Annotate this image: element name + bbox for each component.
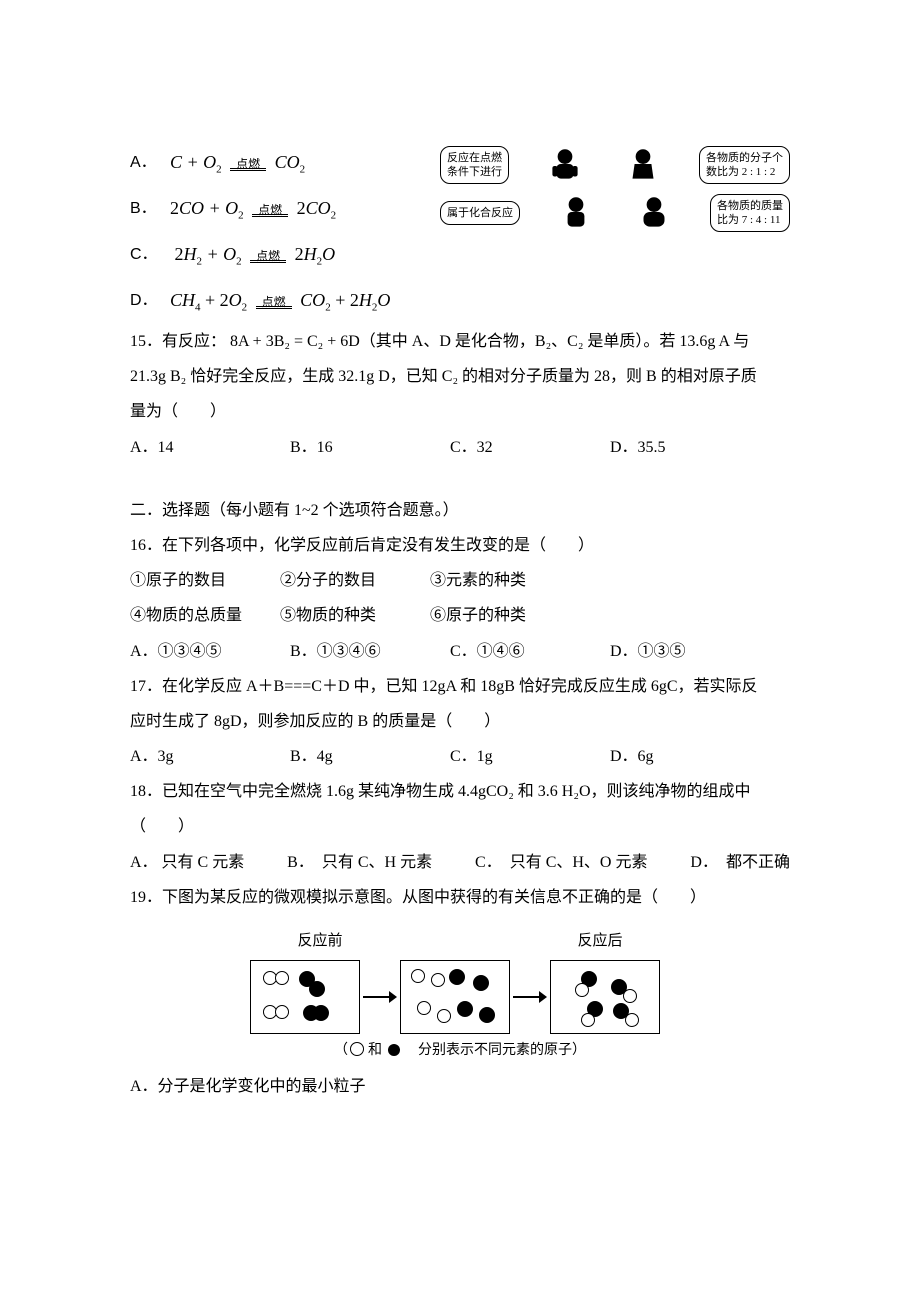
q18-opt-c: C． 只有 C、H、O 元素 (475, 845, 647, 880)
q19-box-middle (400, 960, 510, 1034)
bubble-3: 属于化合反应 (440, 201, 520, 225)
q15-opt-d: D．35.5 (610, 430, 666, 465)
q19-box-before (250, 960, 360, 1034)
q16-opt-b: B．①③④⑥ (290, 634, 450, 669)
kid-icon-4 (633, 192, 675, 234)
bubble-2: 各物质的分子个 数比为 2 : 1 : 2 (699, 146, 790, 185)
q17-options: A．3g B．4g C．1g D．6g (130, 739, 790, 774)
arrow-icon (510, 989, 550, 1005)
q15-opt-b: B．16 (290, 430, 450, 465)
section-2-title: 二．选择题（每小题有 1~2 个选项符合题意。） (130, 493, 790, 528)
arrow-icon (360, 989, 400, 1005)
q15-opt-a: A．14 (130, 430, 290, 465)
option-letter: A． (130, 145, 170, 180)
q16-row2: ④物质的总质量 ⑤物质的种类 ⑥原子的种类 (130, 598, 790, 633)
bubble-4: 各物质的质量 比为 7 : 4 : 11 (710, 194, 790, 233)
bubble-1: 反应在点燃 条件下进行 (440, 146, 509, 185)
q18-stem-line2: （ ） (130, 809, 790, 844)
q15-stem-line2: 21.3g B₂ 恰好完全反应，生成 32.1g D，已知 C₂ 的相对分子质量… (130, 359, 790, 394)
q16-stem: 16．在下列各项中，化学反应前后肯定没有发生改变的是（ ） (130, 528, 790, 563)
option-letter: D． (130, 283, 170, 318)
q16-item-1: ①原子的数目 (130, 563, 280, 598)
q16-item-6: ⑥原子的种类 (430, 598, 526, 633)
q17-opt-b: B．4g (290, 739, 450, 774)
q17-stem-line2: 应时生成了 8gD，则参加反应的 B 的质量是（ ） (130, 704, 790, 739)
q16-item-2: ②分子的数目 (280, 563, 430, 598)
option-q14-b: B． 2CO + O2 点燃 2CO2 (130, 186, 430, 232)
q18-options: A． 只有 C 元素 B． 只有 C、H 元素 C． 只有 C、H、O 元素 D… (130, 845, 790, 880)
kid-icon-2 (622, 144, 664, 186)
q19-caption: （和 分别表示不同元素的原子） (250, 1036, 670, 1067)
q16-opt-d: D．①③⑤ (610, 634, 686, 669)
q16-opt-c: C．①④⑥ (450, 634, 610, 669)
q15-options: A．14 B．16 C．32 D．35.5 (130, 430, 790, 465)
q16-options: A．①③④⑤ B．①③④⑥ C．①④⑥ D．①③⑤ (130, 634, 790, 669)
q19-box-after (550, 960, 660, 1034)
q17-opt-c: C．1g (450, 739, 610, 774)
q16-item-3: ③元素的种类 (430, 563, 526, 598)
q15-stem-line1: 15．有反应： 8A + 3B₂ = C₂ + 6D（其中 A、D 是化合物，B… (130, 324, 790, 359)
q19-opt-a: A．分子是化学变化中的最小粒子 (130, 1069, 790, 1104)
option-letter: B． (130, 191, 170, 226)
q19-diagram: 反应前 反应后 (250, 925, 670, 1067)
option-letter: C． (130, 237, 170, 272)
q15-opt-c: C．32 (450, 430, 610, 465)
q15-stem-line3: 量为（ ） (130, 394, 790, 429)
q19-label-before: 反应前 (250, 925, 390, 958)
q16-item-4: ④物质的总质量 (130, 598, 280, 633)
q18-opt-b: B． 只有 C、H 元素 (287, 845, 432, 880)
open-circle-icon (350, 1042, 364, 1056)
q17-stem-line1: 17．在化学反应 A＋B===C＋D 中，已知 12gA 和 18gB 恰好完成… (130, 669, 790, 704)
q17-opt-a: A．3g (130, 739, 290, 774)
q19-label-after: 反应后 (530, 925, 670, 958)
q19-stem: 19．下图为某反应的微观模拟示意图。从图中获得的有关信息不正确的是（ ） (130, 880, 790, 915)
q18-stem-line1: 18．已知在空气中完全燃烧 1.6g 某纯净物生成 4.4gCO₂ 和 3.6 … (130, 774, 790, 809)
q16-row1: ①原子的数目 ②分子的数目 ③元素的种类 (130, 563, 790, 598)
option-q14-c: C． 2H2 + O2 点燃 2H2O (130, 232, 430, 278)
q18-opt-d: D． 都不正确 (690, 845, 790, 880)
option-q14-d: D． CH4 + 2O2 点燃 CO2 + 2H2O (130, 278, 790, 324)
q16-opt-a: A．①③④⑤ (130, 634, 290, 669)
q17-opt-d: D．6g (610, 739, 654, 774)
solid-circle-icon (388, 1044, 400, 1056)
cartoon-panel: 反应在点燃 条件下进行 各物质的分子个 数比为 2 : 1 : 2 属于化合反应… (440, 144, 790, 240)
option-q14-a: A． C + O2 点燃 CO2 (130, 140, 430, 186)
kid-icon-1 (544, 144, 586, 186)
q18-opt-a: A． 只有 C 元素 (130, 845, 244, 880)
q16-item-5: ⑤物质的种类 (280, 598, 430, 633)
kid-icon-3 (555, 192, 597, 234)
